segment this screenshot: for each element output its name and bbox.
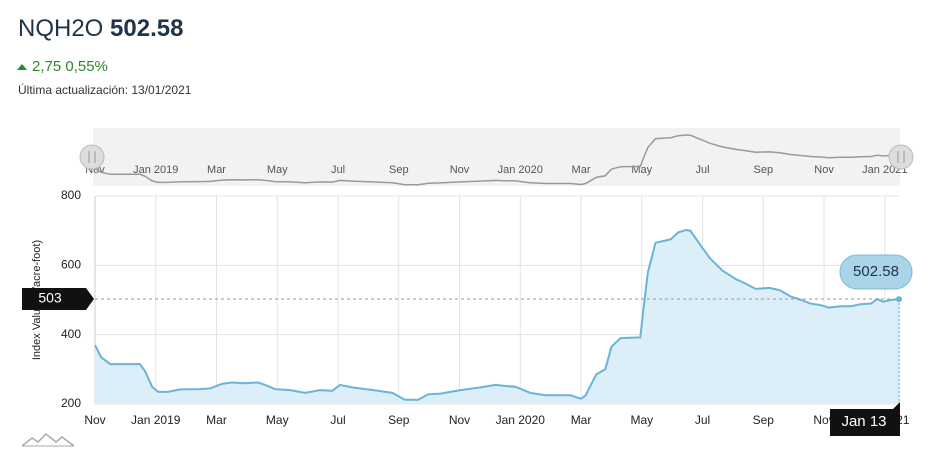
y-tick-label: 400 <box>61 327 81 341</box>
current-value-label: 503 <box>38 290 62 306</box>
nav-tick-label: Jul <box>331 164 345 176</box>
x-tick-label: Mar <box>206 413 227 427</box>
nav-tick-label: Jan 2019 <box>133 164 178 176</box>
nav-tick-label: Jan 2020 <box>498 164 543 176</box>
updated: Última actualización: 13/01/2021 <box>18 82 192 97</box>
tooltip-value: 502.58 <box>853 263 899 280</box>
current-value-flag <box>22 287 94 310</box>
plot: Nov Jan 2019 Mar May Jul Sep Nov Jan 2020 Mar May… <box>61 188 910 427</box>
nav-tick-label: Sep <box>389 164 409 176</box>
nav-handle-left[interactable] <box>79 144 105 170</box>
date-flag <box>830 402 900 436</box>
area <box>95 230 900 404</box>
nav-line <box>94 134 901 186</box>
tooltip-bg <box>839 254 913 290</box>
symbol: NQH2O <box>18 15 103 42</box>
chart-icon[interactable] <box>21 432 75 447</box>
title: NQH2O 502.58 <box>18 15 183 42</box>
nav-tick-label: Nov <box>814 164 834 176</box>
navigator-bg <box>93 128 900 186</box>
nav-tick-label: Sep <box>754 164 774 176</box>
x-tick-label: May <box>630 413 653 427</box>
x-tick-label: Nov <box>84 413 105 427</box>
navigator: Nov Jan 2019 Mar May Jul Sep Nov Jan 2020 Mar May… <box>85 134 907 186</box>
nav-tick-label: May <box>631 164 652 176</box>
x-tick-label: Jul <box>695 413 710 427</box>
x-tick-label: Nov <box>813 413 834 427</box>
x-tick-label: Sep <box>753 413 775 427</box>
x-tick-label: May <box>266 413 289 427</box>
x-tick-label: Jul <box>330 413 345 427</box>
tooltip-point <box>896 296 902 303</box>
price: 502.58 <box>110 15 183 42</box>
x-tick-label: Mar <box>571 413 592 427</box>
nav-tick-label: May <box>267 164 288 176</box>
y-tick-label: 800 <box>61 188 81 202</box>
tooltip-date: Jan 13 <box>841 413 886 430</box>
overlay: 503 502.58 Jan 13 <box>22 254 913 436</box>
change: 2,75 0,55% <box>32 58 108 75</box>
nav-handle-right[interactable] <box>888 144 914 170</box>
nav-tick-label: Nov <box>450 164 470 176</box>
x-tick-label: Sep <box>388 413 410 427</box>
x-tick-label: Nov <box>449 413 470 427</box>
x-tick-label: Jan 2019 <box>131 413 181 427</box>
y-tick-label: 200 <box>61 396 81 410</box>
nav-tick-label: Jul <box>696 164 710 176</box>
nav-tick-label: Mar <box>572 164 591 176</box>
x-tick-label: Jan 2020 <box>496 413 546 427</box>
y-tick-label: 600 <box>61 258 81 272</box>
line <box>94 228 901 401</box>
up-arrow <box>17 64 27 70</box>
nav-tick-label: Mar <box>207 164 226 176</box>
